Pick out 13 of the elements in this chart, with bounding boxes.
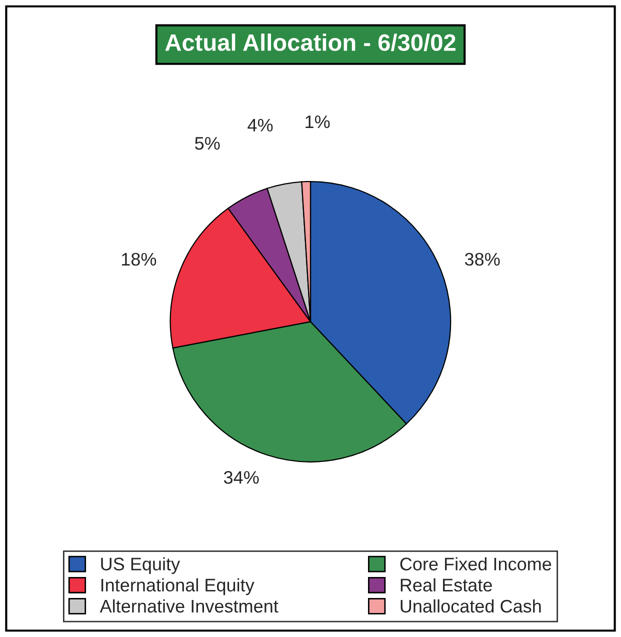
data-label: 1% bbox=[306, 115, 330, 128]
legend-label: US Equity bbox=[101, 557, 180, 574]
legend-label: Real Estate bbox=[400, 578, 492, 592]
legend-label: International Equity bbox=[101, 578, 254, 596]
data-label: 4% bbox=[248, 118, 273, 132]
data-label: 34% bbox=[224, 471, 259, 484]
data-label: 38% bbox=[464, 252, 500, 266]
chart-title: Actual Allocation - 6/30/02 bbox=[165, 34, 456, 52]
legend-label: Alternative Investment bbox=[100, 599, 278, 613]
legend-label: Core Fixed Income bbox=[400, 557, 552, 570]
data-label: 5% bbox=[195, 137, 220, 150]
legend-label: Unallocated Cash bbox=[400, 599, 541, 613]
data-label: 18% bbox=[122, 252, 156, 266]
